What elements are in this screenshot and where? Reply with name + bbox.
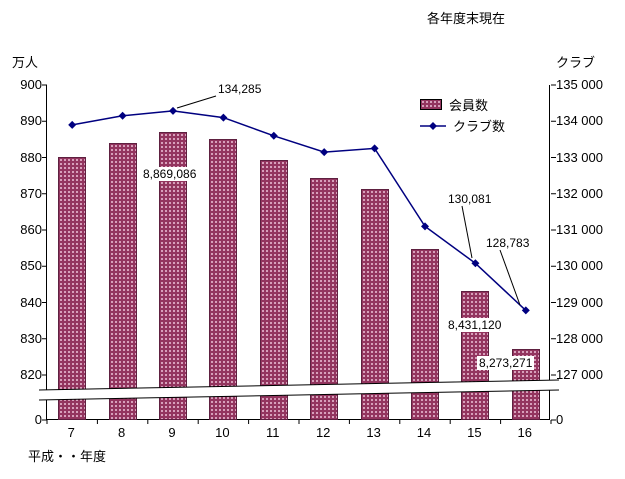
line-marker-9 [169, 106, 177, 115]
left-axis-unit-label: 万人 [12, 55, 39, 70]
x-axis-label-10: 10 [215, 425, 230, 440]
legend: 会員数 クラブ数 [420, 94, 505, 136]
right-axis-tick-135000: 135 000 [556, 77, 603, 92]
bar-year-10 [209, 139, 238, 420]
axis-break-band [39, 380, 559, 400]
left-axis-tick-870: 870 [20, 185, 42, 201]
x-axis-label-9: 9 [168, 425, 176, 440]
left-axis-tick-840: 840 [20, 294, 42, 310]
bar-year-13 [360, 189, 389, 420]
x-axis-label-14: 14 [416, 425, 432, 440]
bar-year-15 [461, 291, 490, 420]
bar-series-label: 会員数 [449, 98, 489, 113]
plot-overlay [38, 84, 560, 424]
left-axis-tick-900: 900 [20, 77, 42, 92]
x-axis-label-7: 7 [67, 425, 75, 440]
bar-year-12 [310, 178, 339, 420]
line-series-label: クラブ数 [453, 119, 506, 134]
right-axis-tick-131000: 131 000 [556, 222, 603, 237]
bar-year-9 [159, 132, 187, 420]
bar-year-8 [108, 143, 137, 420]
plot-area [38, 84, 560, 424]
left-axis-tick-830: 830 [20, 330, 42, 346]
x-axis-label-12: 12 [315, 425, 331, 440]
line-marker-16 [521, 306, 530, 315]
line-marker-8 [118, 111, 127, 120]
right-axis-tick-128000: 128 000 [556, 330, 603, 346]
line-marker-10 [219, 113, 228, 122]
right-axis-tick-129000: 129 000 [556, 294, 603, 310]
bar-series-swatch [420, 99, 442, 110]
right-axis-unit-label: クラブ [556, 55, 596, 70]
right-axis-tick-133000: 133 000 [556, 149, 603, 165]
line-series-swatch [420, 121, 446, 130]
line-marker-7 [68, 120, 77, 129]
x-axis-label-8: 8 [117, 425, 126, 440]
annotation-134285: 134,285 [218, 82, 262, 96]
x-axis-label-15: 15 [467, 425, 482, 440]
legend-item-clubs: クラブ数 [420, 115, 505, 136]
left-axis-tick-zero: 0 [34, 412, 42, 427]
line-marker-12 [320, 148, 329, 157]
x-axis-label-11: 11 [266, 425, 280, 440]
annotation-8869086: 8,869,086 [141, 167, 199, 181]
legend-item-members: 会員数 [420, 94, 505, 115]
left-axis-tick-820: 820 [20, 367, 42, 382]
left-axis-tick-880: 880 [20, 149, 42, 165]
annotation-8273271: 8,273,271 [477, 356, 535, 370]
chart-title: 各年度末現在 [427, 11, 506, 26]
line-marker-13 [370, 144, 379, 153]
x-axis-caption: 平成・・年度 [28, 449, 107, 464]
right-axis-tick-127000: 127 000 [556, 367, 603, 382]
line-marker-15 [471, 259, 480, 268]
annotation-8431120: 8,431,120 [446, 318, 504, 332]
left-axis-tick-860: 860 [20, 222, 42, 237]
bar-year-7 [58, 157, 87, 420]
right-axis-tick-132000: 132 000 [556, 185, 603, 201]
right-axis-tick-134000: 134 000 [556, 113, 603, 129]
annotation-130081: 130,081 [448, 192, 492, 206]
club-count-line [72, 110, 527, 311]
x-axis-label-16: 16 [517, 425, 533, 440]
x-axis-label-13: 13 [366, 425, 381, 440]
right-axis-tick-130000: 130 000 [556, 258, 603, 274]
left-axis-tick-850: 850 [20, 258, 42, 274]
bar-year-11 [259, 160, 288, 420]
right-axis-tick-zero: 0 [556, 412, 564, 427]
line-marker-14 [421, 222, 429, 231]
left-axis-tick-890: 890 [20, 113, 42, 129]
annotation-128783: 128,783 [486, 236, 530, 250]
line-marker-11 [269, 131, 278, 140]
